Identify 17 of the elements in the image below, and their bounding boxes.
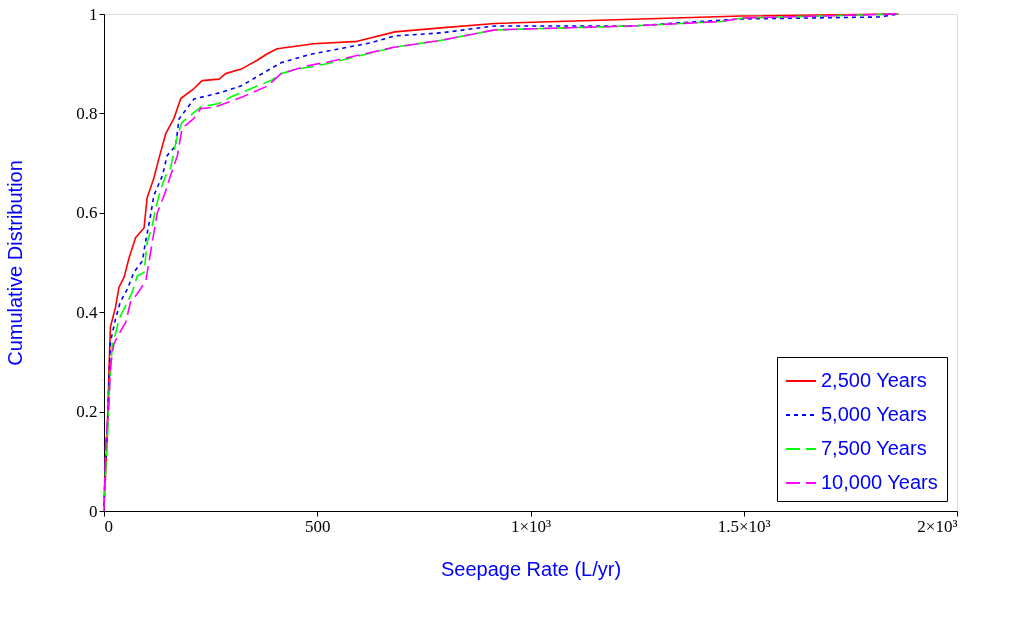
x-tick-label: 1×10³ [510,516,552,536]
legend-label: 2,500 Years [821,369,927,391]
y-tick-label: 0 [89,501,98,521]
y-tick-label: 0.2 [76,402,98,422]
x-tick-label: 500 [305,516,331,536]
x-tick-label: 1.5×10³ [717,516,771,536]
x-axis-title: Seepage Rate (L/yr) [440,557,622,580]
y-axis-title: Cumulative Distribution [4,160,27,366]
legend-label: 7,500 Years [821,437,927,459]
y-tick-label: 0.6 [76,203,98,223]
x-tick-label: 0 [104,516,113,536]
y-tick-label: 1 [89,4,98,24]
y-tick-label: 0.8 [76,103,98,123]
y-tick-label: 0.4 [76,302,98,322]
x-tick-label: 2×10³ [917,516,958,536]
legend-label: 5,000 Years [821,403,927,425]
legend-label: 10,000 Years [821,471,938,493]
